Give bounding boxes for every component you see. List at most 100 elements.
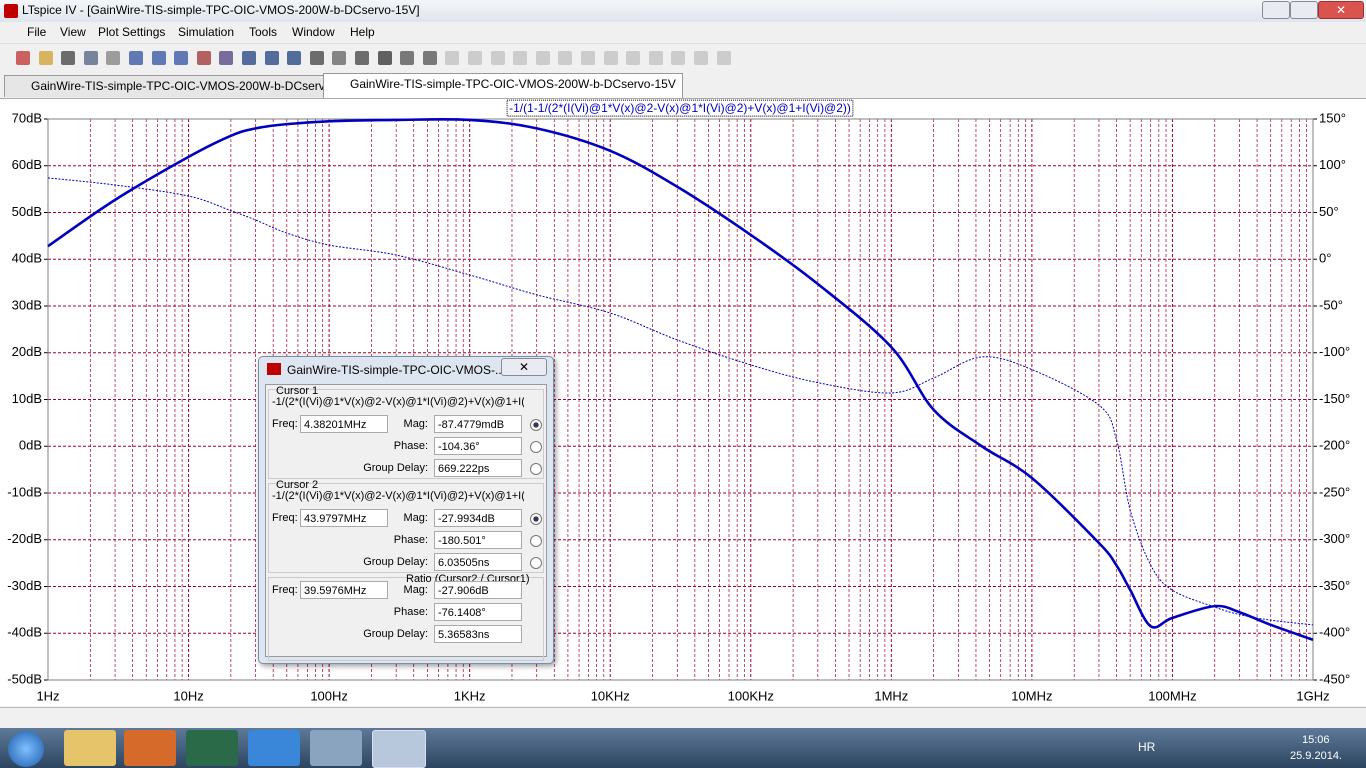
radio-button[interactable] (530, 513, 542, 525)
dialog-close[interactable]: ✕ (501, 358, 547, 376)
cursor-group (268, 577, 544, 661)
toolbar-button[interactable] (309, 51, 324, 65)
field-value[interactable]: 39.5976MHz (300, 581, 388, 599)
toolbar-button[interactable] (716, 51, 731, 65)
menu-item[interactable]: View (60, 25, 86, 39)
toolbar-button[interactable] (174, 51, 189, 65)
field-value[interactable]: -104.36° (434, 437, 522, 455)
y-tick-label: -20dB (7, 531, 42, 546)
radio-button[interactable] (530, 535, 542, 547)
toolbar-button[interactable] (648, 51, 663, 65)
toolbar-button[interactable] (242, 51, 256, 65)
menu-item[interactable]: Tools (249, 25, 278, 39)
field-value[interactable]: 43.9797MHz (300, 509, 388, 527)
toolbar-button[interactable] (558, 51, 573, 65)
toolbar-button[interactable] (196, 51, 211, 65)
y2-tick-label: -300° (1319, 531, 1350, 546)
chart-title[interactable]: -1/(1-1/(2*(I(Vi)@1*V(x)@2-V(x)@1*I(Vi)@… (509, 101, 851, 115)
radio-button[interactable] (530, 557, 542, 569)
field-value[interactable]: 5.36583ns (434, 625, 522, 643)
app-button[interactable] (124, 730, 176, 766)
group-label: Cursor 2 (276, 479, 319, 491)
toolbar-button[interactable] (38, 51, 53, 65)
ltspice-button[interactable] (372, 730, 426, 768)
toolbar-button[interactable] (603, 51, 618, 65)
field-value[interactable]: -27.9934dB (434, 509, 522, 527)
toolbar-button[interactable] (287, 51, 302, 65)
toolbar-button[interactable] (400, 51, 415, 65)
menu-item[interactable]: Help (350, 25, 375, 39)
minimize-button[interactable] (1262, 1, 1290, 19)
field-label: Phase: (393, 440, 428, 452)
maximize-button[interactable] (1290, 1, 1318, 19)
toolbar-button[interactable] (61, 51, 76, 65)
schematic-tab[interactable]: GainWire-TIS-simple-TPC-OIC-VMOS-200W-b-… (4, 75, 364, 97)
toolbar-button[interactable] (535, 51, 550, 65)
field-label: Group Delay: (363, 462, 428, 474)
field-value[interactable]: -27.906dB (434, 581, 522, 599)
x-tick-label: 100MHz (1148, 688, 1196, 703)
toolbar-button[interactable] (581, 51, 595, 65)
radio-button[interactable] (530, 463, 542, 475)
chart-title-box (506, 99, 854, 117)
field-value[interactable]: 4.38201MHz (300, 415, 388, 433)
field-value[interactable]: -87.4779mdB (434, 415, 522, 433)
explorer-button[interactable] (64, 730, 116, 766)
toolbar-button[interactable] (445, 51, 460, 65)
toolbar-button[interactable] (83, 51, 98, 65)
x-tick-label: 100Hz (310, 688, 348, 703)
y-tick-label: -10dB (7, 484, 42, 499)
plot-tab[interactable]: GainWire-TIS-simple-TPC-OIC-VMOS-200W-b-… (323, 73, 683, 98)
clock-date[interactable]: 25.9.2014. (1290, 750, 1342, 762)
phase-line (47, 177, 1314, 626)
toolbar-button[interactable] (468, 51, 482, 65)
status-bar (0, 707, 1366, 729)
taskbar: HR 15:06 25.9.2014. (0, 728, 1366, 768)
toolbar-button[interactable] (377, 51, 392, 65)
menu-item[interactable]: Window (292, 25, 335, 39)
toolbar-button[interactable] (16, 51, 30, 65)
y-tick-label: 60dB (12, 157, 42, 172)
toolbar-button[interactable] (355, 51, 369, 65)
field-value[interactable]: 669.222ps (434, 459, 522, 477)
title-bar: LTspice IV - [GainWire-TIS-simple-TPC-OI… (0, 0, 1366, 23)
y2-tick-label: -450° (1319, 671, 1350, 686)
toolbar-button[interactable] (422, 51, 437, 65)
menu-item[interactable]: File (27, 25, 47, 39)
dialog-title: GainWire-TIS-simple-TPC-OIC-VMOS-... (287, 363, 506, 377)
close-button[interactable]: ✕ (1318, 1, 1364, 19)
field-value[interactable]: -180.501° (434, 531, 522, 549)
toolbar-button[interactable] (694, 51, 708, 65)
toolbar-button[interactable] (106, 51, 121, 65)
cursor-group (268, 389, 544, 479)
toolbar-button[interactable] (264, 51, 279, 65)
toolbar-button[interactable] (671, 51, 686, 65)
x-tick-label: 1Hz (36, 688, 59, 703)
radio-button[interactable] (530, 419, 542, 431)
x-tick-label: 10MHz (1011, 688, 1052, 703)
window-title: LTspice IV - [GainWire-TIS-simple-TPC-OI… (22, 3, 420, 17)
toolbar-button[interactable] (332, 51, 347, 65)
scope-button[interactable] (186, 730, 238, 766)
toolbar-button[interactable] (490, 51, 505, 65)
clock-time[interactable]: 15:06 (1302, 734, 1330, 746)
toolbar-button[interactable] (151, 51, 166, 65)
mail-button[interactable] (310, 730, 362, 766)
menu-item[interactable]: Plot Settings (98, 25, 166, 39)
field-label: Freq: (272, 512, 298, 524)
toolbar-button[interactable] (626, 51, 641, 65)
y2-tick-label: -350° (1319, 578, 1350, 593)
group-label: Cursor 1 (276, 385, 319, 397)
toolbar-button[interactable] (129, 51, 143, 65)
toolbar-button[interactable] (513, 51, 528, 65)
start-button[interactable] (8, 731, 44, 767)
field-value[interactable]: 6.03505ns (434, 553, 522, 571)
radio-button[interactable] (530, 441, 542, 453)
browser-button[interactable] (248, 730, 300, 766)
toolbar-button[interactable] (219, 51, 234, 65)
field-label: Phase: (393, 534, 428, 546)
language[interactable]: HR (1138, 740, 1156, 754)
menu-item[interactable]: Simulation (178, 25, 235, 39)
field-value[interactable]: -76.1408° (434, 603, 522, 621)
